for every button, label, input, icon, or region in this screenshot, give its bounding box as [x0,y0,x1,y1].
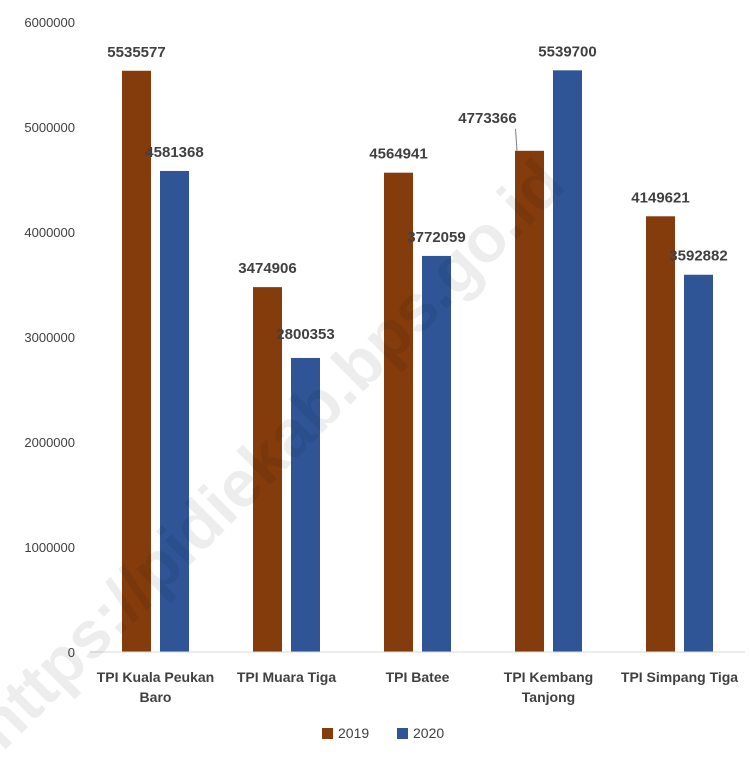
data-label: 2800353 [276,326,334,343]
plot-area: 5535577 4581368 3474906 2800353 4564941 37720… [107,43,728,653]
bar-2019-0 [122,70,151,653]
bar-2019-4 [646,216,675,652]
data-label: 4149621 [631,189,689,206]
data-label: 5535577 [107,44,165,61]
data-label: 3592882 [669,248,727,265]
x-axis: TPI Kuala Peukan Baro TPI Muara Tiga TPI Ba… [90,651,745,705]
y-tick-label: 3000000 [24,330,75,345]
x-category-label: TPI Simpang Tiga [621,669,738,685]
bar-2019-1 [253,287,282,652]
x-category-label: TPI Muara Tiga [237,669,337,685]
data-label: 3474906 [238,260,296,277]
bar-2020-3 [553,70,582,653]
x-category-label: Baro [140,689,172,705]
y-tick-label: 0 [68,645,75,660]
y-tick-label: 1000000 [24,540,75,555]
data-label: 4564941 [369,146,427,163]
y-tick-label: 2000000 [24,435,75,450]
bar-2019-2 [384,172,413,652]
y-axis: 0 1000000 2000000 3000000 4000000 5000000 6000… [24,15,75,660]
y-tick-label: 6000000 [24,15,75,30]
data-label: 4581368 [145,144,203,161]
x-category-label: TPI Batee [386,669,450,685]
legend-swatch-2019 [322,728,333,739]
data-label: 3772059 [407,229,465,246]
x-category-label: TPI Kuala Peukan [97,669,214,685]
legend-swatch-2020 [397,728,408,739]
legend: 2019 2020 [322,725,444,741]
x-category-label: Tanjong [522,689,575,705]
bar-2020-1 [291,357,320,652]
bar-2020-0 [160,170,189,652]
x-category-label: TPI Kembang [504,669,593,685]
y-tick-label: 4000000 [24,225,75,240]
bar-2020-2 [422,255,451,652]
legend-label: 2019 [338,725,369,741]
bar-2020-4 [684,274,713,652]
legend-label: 2020 [413,725,444,741]
bar-2019-3 [515,150,544,652]
data-label: 4773366 [458,110,516,127]
data-label-leader-line [515,128,518,151]
y-tick-label: 5000000 [24,120,75,135]
data-label: 5539700 [538,43,596,60]
